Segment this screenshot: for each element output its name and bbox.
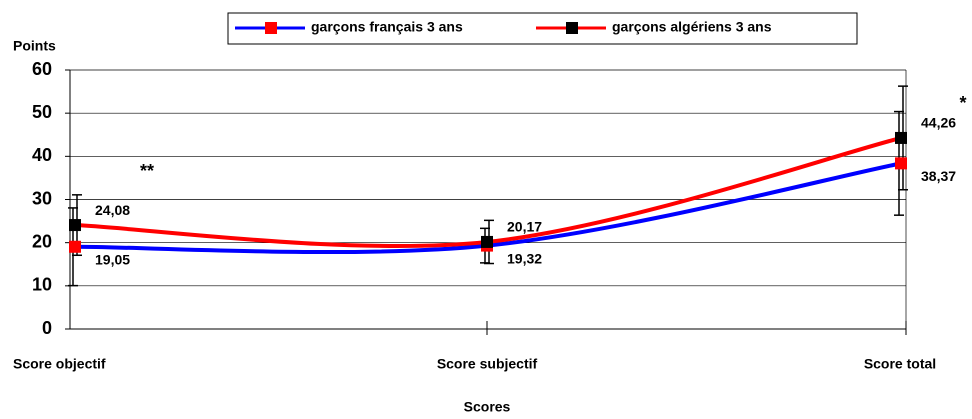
legend-label: garçons algériens 3 ans — [612, 19, 772, 35]
y-tick-label: 20 — [32, 231, 52, 251]
marker — [69, 219, 81, 232]
annotation: * — [959, 93, 966, 113]
data-label: 38,37 — [921, 168, 956, 184]
data-label: 19,05 — [95, 251, 130, 267]
x-tick-label: Score objectif — [13, 356, 106, 372]
y-tick-label: 10 — [32, 275, 52, 295]
y-tick-label: 30 — [32, 188, 52, 208]
data-label: 24,08 — [95, 202, 130, 218]
marker — [481, 235, 493, 248]
data-label: 44,26 — [921, 115, 956, 131]
marker — [69, 240, 81, 253]
x-axis-label: Scores — [464, 399, 511, 415]
x-tick-label: Score total — [864, 356, 936, 372]
data-label: 20,17 — [507, 219, 542, 235]
y-tick-label: 50 — [32, 102, 52, 122]
legend-label: garçons français 3 ans — [311, 19, 463, 35]
marker — [895, 131, 907, 144]
y-tick-label: 0 — [42, 318, 52, 338]
marker — [895, 157, 907, 170]
x-tick-label: Score subjectif — [437, 356, 538, 372]
y-tick-label: 40 — [32, 145, 52, 165]
legend-marker — [265, 22, 277, 34]
data-label: 19,32 — [507, 250, 542, 266]
y-axis-label: Points — [13, 38, 56, 54]
y-tick-label: 60 — [32, 59, 52, 79]
annotation: ** — [140, 161, 154, 181]
legend-marker — [566, 22, 578, 34]
